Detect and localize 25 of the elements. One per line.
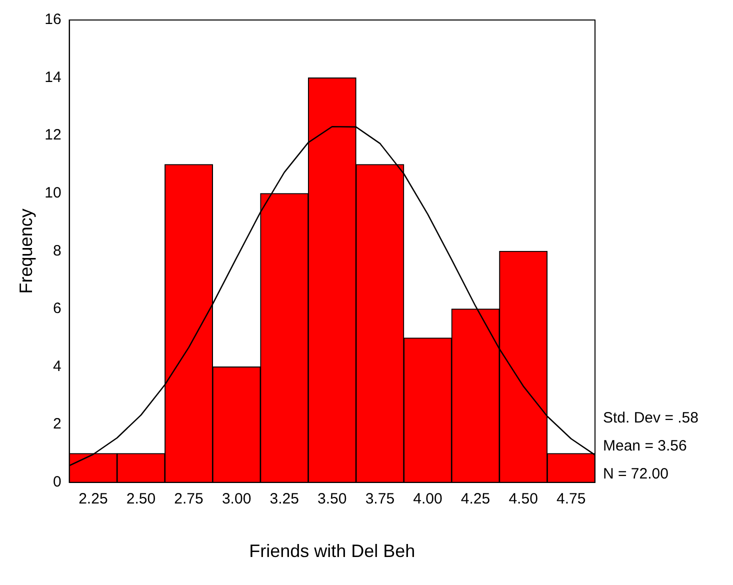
x-tick-label: 3.75 — [365, 490, 395, 508]
y-tick-label: 6 — [52, 300, 62, 318]
x-tick-label: 4.50 — [508, 490, 538, 508]
y-tick-label: 10 — [44, 184, 62, 202]
x-tick-label: 4.25 — [460, 490, 490, 508]
x-tick-label: 2.75 — [174, 490, 204, 508]
y-tick-label: 14 — [44, 68, 62, 86]
x-tick-label: 2.25 — [78, 490, 108, 508]
x-tick-label: 2.50 — [126, 490, 156, 508]
y-tick-label: 2 — [52, 416, 62, 433]
x-tick-label: 4.75 — [556, 490, 586, 508]
y-tick-label: 12 — [44, 126, 62, 144]
x-axis-title: Friends with Del Beh — [249, 541, 416, 562]
y-tick-label: 8 — [52, 242, 62, 260]
y-tick-label: 16 — [44, 11, 62, 28]
text: N = 72.00 — [603, 466, 668, 483]
x-tick-label: 4.00 — [413, 490, 442, 508]
x-tick-label: 3.00 — [222, 490, 252, 508]
x-tick-label: 3.50 — [318, 490, 347, 508]
x-tick-label: 3.25 — [270, 490, 299, 508]
text: Std. Dev = .58 — [603, 410, 698, 427]
text: Mean = 3.56 — [603, 438, 687, 455]
y-axis-title: Frequency — [16, 208, 36, 294]
y-tick-label: 4 — [52, 358, 62, 375]
y-tick-label: 0 — [52, 474, 62, 491]
